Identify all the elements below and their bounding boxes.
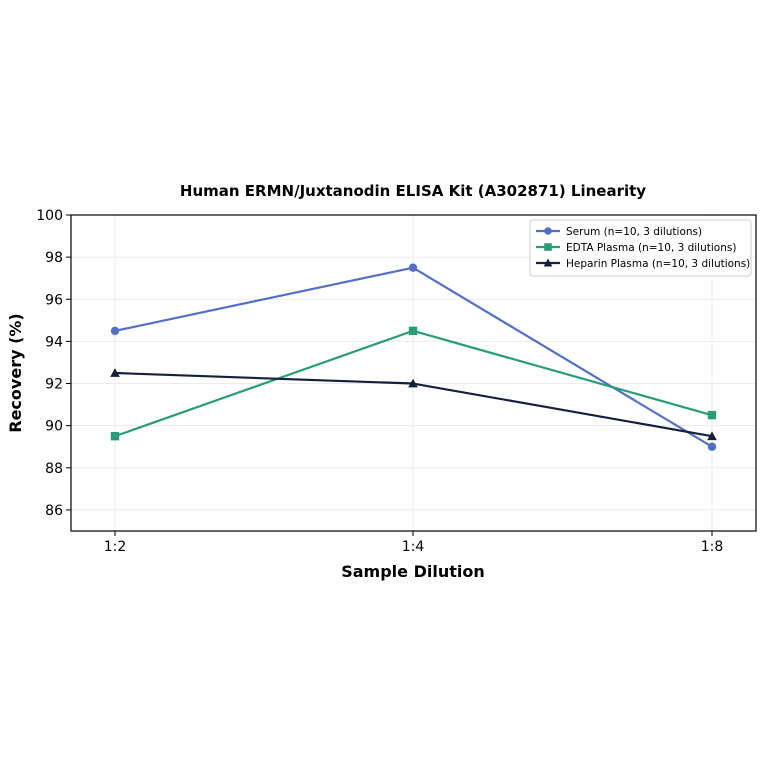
y-tick-label: 100 [36,208,63,224]
data-point [110,368,120,377]
y-tick-label: 98 [45,250,63,266]
y-tick-label: 86 [45,503,63,519]
y-tick-label: 94 [45,334,63,350]
x-axis-label: Sample Dilution [341,562,485,581]
data-point [110,326,120,336]
legend-box [529,219,752,277]
data-point [544,227,552,235]
series-layer [110,263,717,451]
legend-label: EDTA Plasma (n=10, 3 dilutions) [566,242,736,254]
y-tick-label: 88 [45,461,63,477]
data-point [408,263,418,272]
y-axis-label: Recovery (%) [6,313,25,432]
legend: Serum (n=10, 3 dilutions) EDTA Plasma (n=… [529,219,752,277]
series-group [110,326,717,441]
y-tick-label: 92 [45,377,63,393]
data-point [408,378,418,388]
data-point [110,432,120,441]
chart-title: Human ERMN/Juxtanodin ELISA Kit (A302871… [180,182,646,200]
x-tick-label: 1:2 [104,539,127,555]
data-point [707,410,717,420]
data-point [544,243,552,251]
tick-layer: 1:2 1:4 1:8 86 88 90 92 94 96 98 100 [36,208,723,555]
data-point [408,326,418,336]
data-point [707,442,717,451]
x-tick-label: 1:8 [701,539,724,555]
series-group [110,368,717,441]
data-point [707,431,717,441]
legend-label: Serum (n=10, 3 dilutions) [566,226,702,238]
legend-label: Heparin Plasma (n=10, 3 dilutions) [566,258,750,270]
data-point [543,258,553,267]
y-tick-label: 90 [45,419,63,435]
y-tick-label: 96 [45,292,63,308]
x-tick-label: 1:4 [402,539,425,555]
